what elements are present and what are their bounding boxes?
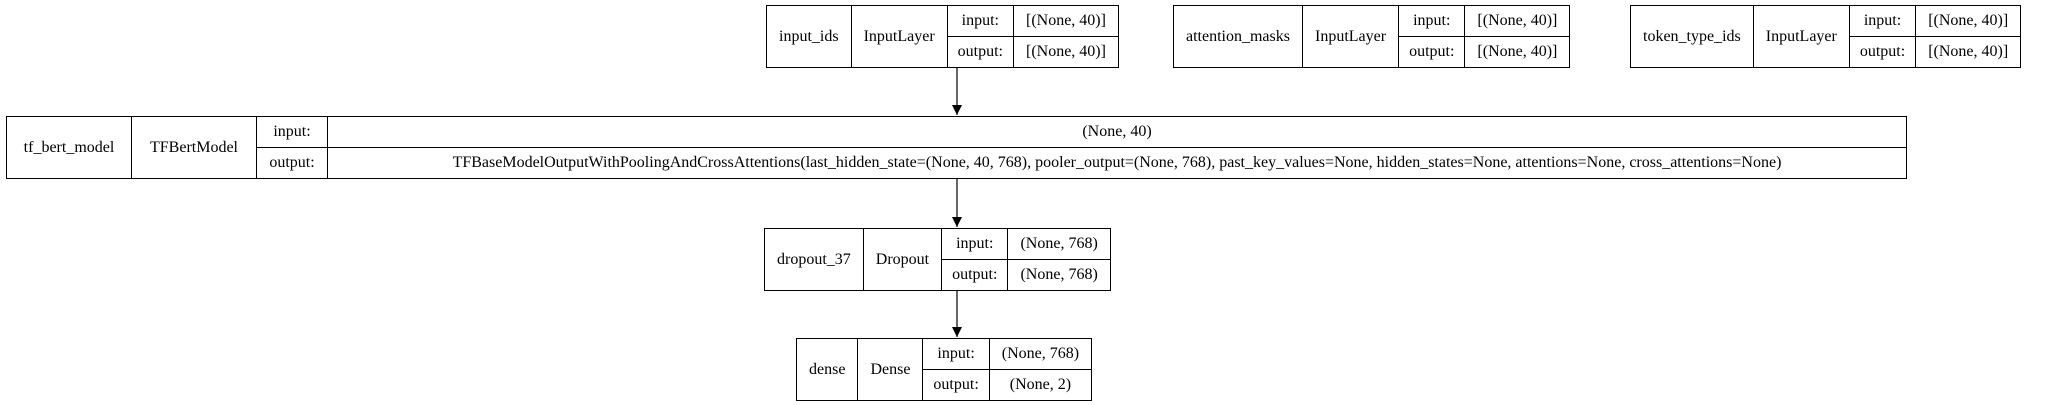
node-tf-bert-model: tf_bert_model TFBertModel input: (None, … [6, 116, 1907, 179]
input-shape: (None, 40) [327, 116, 1907, 148]
input-label: input: [1848, 5, 1917, 37]
output-shape: TFBaseModelOutputWithPoolingAndCrossAtte… [327, 147, 1907, 179]
output-label: output: [1848, 36, 1917, 68]
node-input-ids: input_ids InputLayer input: [(None, 40)]… [766, 5, 1119, 68]
layer-name: token_type_ids [1630, 5, 1754, 68]
output-label: output: [946, 36, 1014, 68]
node-dense: dense Dense input: (None, 768) output: (… [795, 338, 1093, 401]
layer-name: tf_bert_model [6, 116, 132, 179]
input-label: input: [946, 5, 1014, 37]
output-shape: (None, 2) [988, 369, 1093, 401]
output-label: output: [256, 147, 328, 179]
layer-class: Dropout [862, 228, 943, 291]
input-label: input: [941, 228, 1009, 260]
output-label: output: [1398, 36, 1466, 68]
input-shape: [(None, 40)] [1012, 5, 1119, 37]
input-label: input: [922, 338, 990, 370]
output-label: output: [941, 259, 1009, 291]
input-shape: [(None, 40)] [1464, 5, 1571, 37]
node-attention-masks: attention_masks InputLayer input: [(None… [1173, 5, 1571, 68]
output-shape: [(None, 40)] [1464, 36, 1571, 68]
output-shape: [(None, 40)] [1915, 36, 2022, 68]
layer-class: InputLayer [1301, 5, 1400, 68]
layer-name: input_ids [766, 5, 852, 68]
node-token-type-ids: token_type_ids InputLayer input: [(None,… [1630, 5, 2022, 68]
layer-class: InputLayer [850, 5, 948, 68]
input-shape: (None, 768) [988, 338, 1093, 370]
output-label: output: [922, 369, 990, 401]
input-label: input: [1398, 5, 1466, 37]
input-shape: [(None, 40)] [1915, 5, 2022, 37]
layer-name: attention_masks [1173, 5, 1303, 68]
layer-name: dropout_37 [764, 228, 864, 291]
output-shape: [(None, 40)] [1012, 36, 1119, 68]
output-shape: (None, 768) [1007, 259, 1111, 291]
input-label: input: [256, 116, 328, 148]
layer-class: Dense [857, 338, 924, 401]
node-dropout-37: dropout_37 Dropout input: (None, 768) ou… [764, 228, 1111, 291]
layer-class: InputLayer [1752, 5, 1850, 68]
input-shape: (None, 768) [1007, 228, 1111, 260]
layer-class: TFBertModel [131, 116, 257, 179]
layer-name: dense [795, 338, 859, 401]
